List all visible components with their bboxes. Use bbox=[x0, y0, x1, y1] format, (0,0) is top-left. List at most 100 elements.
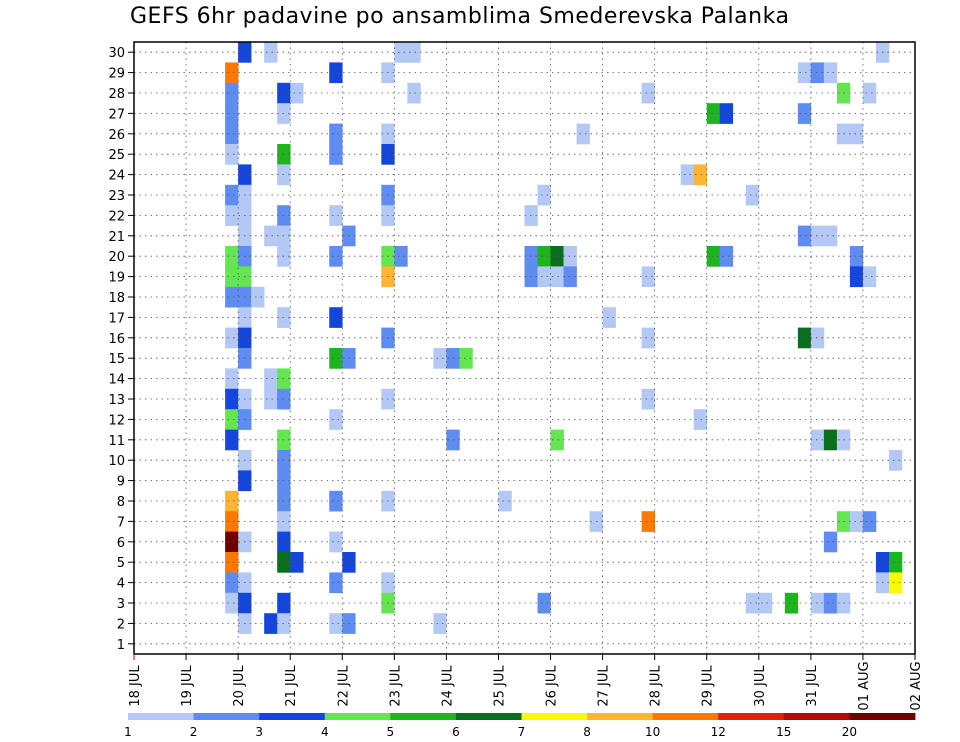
y-tick-label: 28 bbox=[108, 87, 125, 102]
colorbar-label: 20 bbox=[842, 725, 857, 739]
precip-cell bbox=[849, 511, 864, 532]
y-tick-label: 7 bbox=[117, 515, 125, 530]
colorbar-swatch bbox=[783, 713, 850, 720]
precip-cell bbox=[225, 184, 239, 206]
precip-cell bbox=[329, 572, 343, 594]
precip-cell bbox=[225, 592, 239, 614]
precip-cell bbox=[251, 286, 265, 308]
precip-cell bbox=[498, 490, 512, 512]
precip-cell bbox=[693, 164, 708, 186]
y-axis: 1234567891011121314151617181920212223242… bbox=[108, 46, 134, 653]
y-tick-label: 21 bbox=[108, 230, 125, 245]
x-tick-label: 23 JUL bbox=[388, 665, 403, 707]
precip-cell bbox=[550, 266, 564, 288]
y-tick-label: 6 bbox=[117, 536, 125, 551]
precip-cell bbox=[225, 82, 239, 104]
precip-cell bbox=[225, 327, 239, 349]
precip-cell bbox=[849, 266, 864, 288]
precip-cell bbox=[563, 266, 577, 288]
precip-cell bbox=[849, 246, 864, 267]
precip-cell bbox=[329, 531, 343, 553]
precip-cell bbox=[888, 572, 903, 594]
precip-cell bbox=[810, 225, 825, 247]
precip-cell bbox=[225, 62, 239, 84]
precip-cell bbox=[225, 123, 239, 145]
precip-cell bbox=[225, 144, 239, 165]
precip-cell bbox=[745, 184, 760, 206]
precip-cell bbox=[290, 552, 304, 573]
precip-cell bbox=[641, 266, 655, 288]
precip-cell bbox=[290, 82, 304, 104]
colorbar-swatch bbox=[587, 713, 654, 720]
precip-cell bbox=[433, 348, 447, 369]
y-tick-label: 24 bbox=[108, 169, 125, 184]
precip-cell bbox=[862, 266, 877, 288]
precip-cell bbox=[225, 409, 239, 430]
precip-cell bbox=[563, 246, 577, 267]
colorbar-label: 2 bbox=[190, 725, 198, 739]
colorbar-swatch bbox=[390, 713, 457, 720]
precip-cell bbox=[225, 490, 239, 512]
precip-cell bbox=[693, 409, 708, 430]
precip-cell bbox=[264, 368, 278, 390]
precip-cell bbox=[225, 531, 239, 553]
precip-cell bbox=[264, 225, 278, 247]
precip-cell bbox=[641, 511, 655, 532]
precip-cell bbox=[394, 246, 408, 267]
precip-cell bbox=[810, 62, 825, 84]
colorbar-swatch bbox=[849, 713, 916, 720]
y-tick-label: 17 bbox=[108, 311, 125, 326]
colorbar-swatch bbox=[718, 713, 785, 720]
precip-cell bbox=[537, 266, 551, 288]
colorbar-swatch bbox=[455, 713, 522, 720]
colorbar-swatch bbox=[324, 713, 391, 720]
precip-cell bbox=[537, 592, 551, 614]
precip-cell bbox=[823, 531, 838, 553]
y-tick-label: 20 bbox=[108, 250, 125, 265]
colorbar-swatch bbox=[128, 713, 194, 720]
y-tick-label: 10 bbox=[108, 454, 125, 469]
y-tick-label: 12 bbox=[108, 413, 125, 428]
precip-cell bbox=[745, 592, 760, 614]
precip-cell bbox=[797, 225, 812, 247]
x-tick-label: 20 JUL bbox=[232, 665, 247, 707]
precip-cell bbox=[329, 205, 343, 226]
colorbar-label: 8 bbox=[583, 725, 591, 739]
x-tick-label: 26 JUL bbox=[545, 665, 560, 707]
precip-cell bbox=[810, 429, 825, 451]
precip-cell bbox=[264, 613, 278, 634]
precip-cell bbox=[537, 246, 551, 267]
x-tick-label: 18 JUL bbox=[128, 665, 143, 707]
x-tick-label: 19 JUL bbox=[180, 665, 195, 707]
precip-cell bbox=[641, 388, 655, 410]
colorbar-label: 4 bbox=[321, 725, 329, 739]
precip-cell bbox=[810, 327, 825, 349]
grid-layer bbox=[134, 42, 915, 654]
colorbar-label: 10 bbox=[645, 725, 660, 739]
colorbar-swatch bbox=[193, 713, 260, 720]
colorbar-swatch bbox=[521, 713, 588, 720]
precip-cell bbox=[758, 592, 773, 614]
colorbar-label: 5 bbox=[386, 725, 394, 739]
colorbar-label: 12 bbox=[711, 725, 726, 739]
precip-cell bbox=[433, 613, 447, 634]
x-tick-label: 02 AUG bbox=[909, 661, 924, 710]
x-tick-label: 21 JUL bbox=[284, 665, 299, 707]
y-tick-label: 4 bbox=[117, 577, 125, 592]
precip-cell bbox=[823, 429, 838, 451]
precip-cell bbox=[784, 592, 799, 614]
precip-cell bbox=[225, 572, 239, 594]
x-tick-label: 25 JUL bbox=[493, 665, 508, 707]
precip-cell bbox=[225, 368, 239, 390]
x-tick-label: 24 JUL bbox=[440, 665, 455, 707]
x-tick-label: 28 JUL bbox=[649, 665, 664, 707]
precip-cell bbox=[225, 286, 239, 308]
precip-cell bbox=[537, 184, 551, 206]
precip-cell bbox=[329, 348, 343, 369]
precip-cell bbox=[888, 450, 903, 471]
y-tick-label: 1 bbox=[117, 638, 125, 653]
y-tick-label: 14 bbox=[108, 373, 125, 388]
precip-cell bbox=[407, 42, 421, 63]
precip-cell bbox=[823, 592, 838, 614]
precip-cell bbox=[797, 62, 812, 84]
